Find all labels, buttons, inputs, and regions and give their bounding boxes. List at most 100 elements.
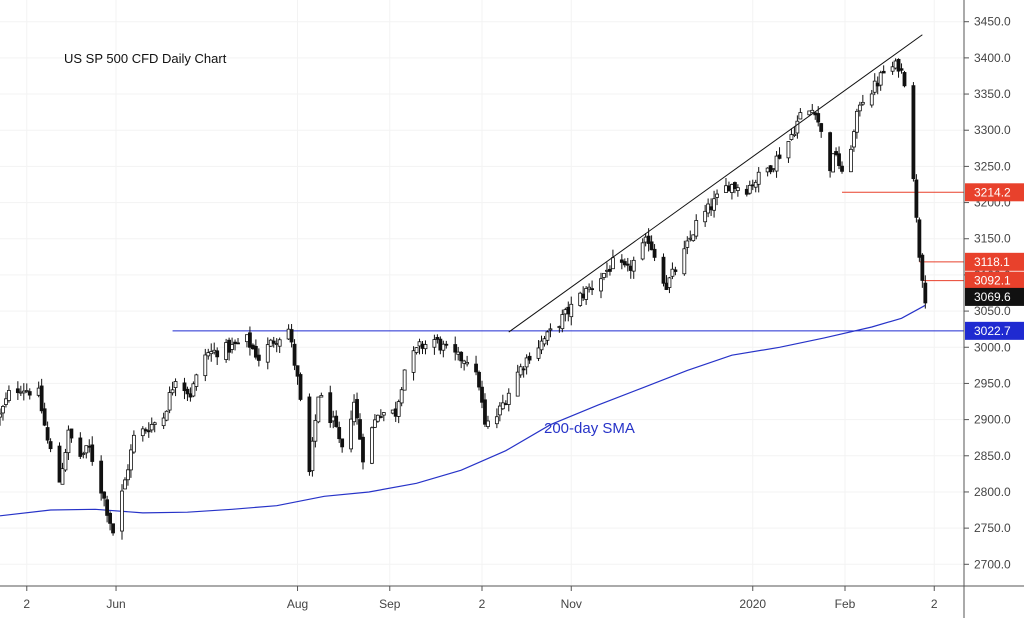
y-tick-label: 2700.0 [974, 557, 1011, 571]
candle-body [750, 184, 755, 187]
candle-body [548, 328, 553, 331]
candle-body [819, 123, 824, 132]
candle-body [539, 340, 544, 351]
y-tick-label: 2800.0 [974, 485, 1011, 499]
candle-body [923, 282, 928, 304]
candle-body [667, 277, 672, 288]
candle-body [715, 193, 719, 198]
sma-200-line [0, 304, 926, 517]
candle-body [744, 188, 749, 195]
candle-body [810, 109, 815, 114]
candle-body [774, 155, 779, 172]
candle-body [664, 282, 669, 290]
candle-body [271, 340, 276, 344]
x-tick-label: Sep [379, 597, 401, 611]
candle-body [581, 293, 586, 299]
candle-body [828, 132, 833, 172]
candle-body [331, 416, 336, 422]
candle-body [39, 385, 44, 412]
candle-body [691, 234, 696, 242]
candle-body [399, 389, 404, 404]
candle-body [608, 268, 612, 272]
candle-body [578, 292, 583, 306]
candle-body [274, 343, 279, 345]
candle-body [298, 374, 303, 400]
candle-body [253, 345, 258, 358]
candle-body [709, 206, 713, 211]
candle-body [149, 424, 154, 431]
price-label-box [965, 287, 1024, 306]
candle-body [566, 306, 571, 315]
candle-body [878, 72, 883, 86]
candle-body [518, 366, 523, 376]
candle-body [337, 427, 342, 440]
candle-body [129, 449, 133, 471]
x-tick-label: Jun [106, 597, 125, 611]
candle-body [396, 401, 401, 417]
candle-body [182, 382, 187, 392]
x-tick-label: Feb [835, 597, 856, 611]
candle-body [372, 419, 377, 428]
candle-body [840, 165, 844, 172]
candle-body [605, 269, 609, 272]
candle-body [423, 344, 428, 350]
candle-body [545, 331, 550, 341]
x-tick-label: Nov [561, 597, 582, 611]
candle-body [914, 179, 919, 218]
candle-body [652, 248, 657, 258]
candle-body [402, 369, 407, 391]
candle-body [483, 399, 487, 425]
candle-body [703, 210, 708, 223]
candle-body [111, 523, 115, 534]
x-tick-label: 2020 [739, 597, 766, 611]
candle-body [334, 415, 339, 427]
candle-body [506, 392, 511, 405]
candle-body [84, 445, 89, 454]
candle-body [646, 235, 651, 244]
candle-body [286, 328, 291, 340]
candle-body [24, 390, 29, 392]
candle-body [319, 395, 324, 398]
y-tick-label: 3400.0 [974, 51, 1011, 65]
candle-body [245, 334, 249, 343]
candle-body [420, 343, 425, 349]
candle-body [611, 257, 615, 270]
candle-body [747, 184, 752, 194]
candle-body [852, 131, 856, 148]
candle-body [920, 254, 925, 281]
candle-body [295, 365, 300, 377]
candle-body [194, 374, 199, 387]
candle-body [798, 112, 803, 120]
candle-body [390, 409, 395, 414]
candle-body [789, 134, 794, 140]
candle-body [120, 490, 124, 532]
candle-body [18, 391, 23, 394]
candle-body [152, 422, 157, 425]
candle-body [236, 342, 240, 345]
candle-body [7, 390, 11, 402]
candle-body [432, 339, 437, 348]
candle-body [4, 398, 8, 405]
grid [0, 0, 964, 586]
candle-body [358, 419, 362, 440]
candle-body [167, 392, 172, 411]
candle-body [712, 198, 716, 211]
candle-body [414, 347, 419, 353]
candle-body [753, 181, 758, 188]
candle-body [42, 408, 47, 426]
candle-body [917, 219, 922, 258]
candle-body [66, 429, 71, 454]
candle-body [185, 388, 190, 395]
candle-body [78, 437, 83, 457]
candle-body [503, 403, 508, 405]
candle-body [649, 241, 654, 251]
candle-body [735, 187, 740, 191]
candle-body [756, 171, 761, 185]
x-tick-label: 2 [23, 597, 30, 611]
candle-body [786, 141, 791, 159]
candle-body [328, 392, 333, 424]
candle-body [631, 259, 636, 272]
y-tick-label: 2850.0 [974, 449, 1011, 463]
candle-body [453, 344, 458, 353]
